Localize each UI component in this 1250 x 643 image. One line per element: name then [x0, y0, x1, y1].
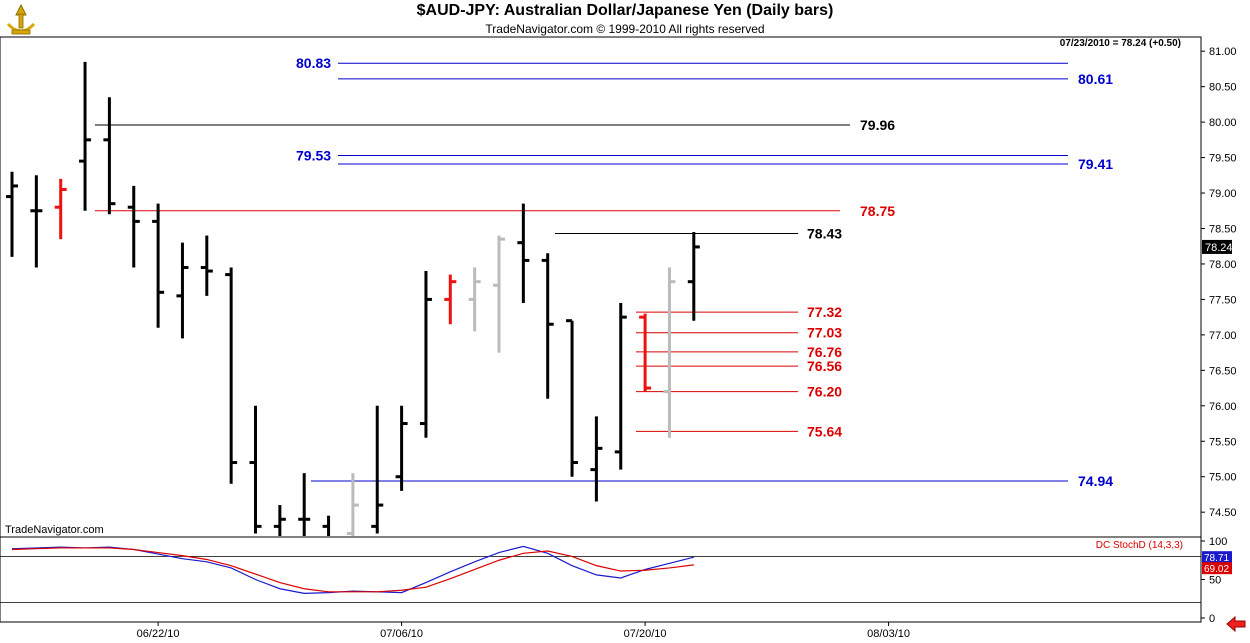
- price-axis-label: 77.50: [1209, 294, 1237, 306]
- price-level-label: 80.61: [1078, 71, 1113, 87]
- current-price-marker: [1202, 239, 1232, 254]
- price-axis-label: 78.50: [1209, 223, 1237, 235]
- price-axis-label: 75.00: [1209, 472, 1237, 484]
- ohlc-bars: [6, 61, 700, 536]
- price-axis-label: 81.00: [1209, 46, 1237, 58]
- price-level-label: 76.76: [807, 344, 842, 360]
- stoch-series-d-line: [11, 547, 694, 593]
- price-axis-label: 74.50: [1209, 507, 1237, 519]
- price-level-label: 74.94: [1078, 473, 1113, 489]
- price-axis-label: 76.00: [1209, 401, 1237, 413]
- price-level-label: 77.32: [807, 304, 842, 320]
- stoch-last-value-marker: [1202, 562, 1232, 575]
- price-panel-frame: [0, 36, 1202, 538]
- stoch-last-value-marker: [1202, 551, 1232, 564]
- chart-title: $AUD-JPY: Australian Dollar/Japanese Yen…: [416, 2, 834, 19]
- date-axis-label: 07/20/10: [624, 628, 667, 640]
- price-axis-label: 76.50: [1209, 365, 1237, 377]
- stoch-indicator-title: DC StochD (14,3,3): [1096, 540, 1183, 551]
- date-axis-label: 07/06/10: [380, 628, 423, 640]
- price-level-label: 79.96: [860, 117, 895, 133]
- stoch-last-value-label: 78.71: [1204, 553, 1229, 564]
- price-level-label: 76.20: [807, 384, 842, 400]
- price-axis-label: 77.00: [1209, 330, 1237, 342]
- price-level-label: 76.56: [807, 358, 842, 374]
- price-axis-label: 80.50: [1209, 82, 1237, 94]
- current-price-label: 78.24: [1205, 242, 1233, 254]
- price-level-label: 78.75: [860, 203, 895, 219]
- price-level-label: 75.64: [807, 423, 842, 439]
- date-axis-label: 08/03/10: [867, 628, 910, 640]
- watermark-text: TradeNavigator.com: [5, 524, 104, 536]
- price-level-label: 79.41: [1078, 156, 1113, 172]
- date-axis-label: 06/22/10: [137, 628, 180, 640]
- price-axis-label: 78.00: [1209, 259, 1237, 271]
- stoch-axis-label: 50: [1209, 575, 1221, 587]
- chart-subtitle: TradeNavigator.com © 1999-2010 All right…: [485, 22, 765, 36]
- price-level-label: 78.43: [807, 225, 842, 241]
- trade-navigator-logo-icon[interactable]: [4, 2, 38, 38]
- stoch-axis-label: 100: [1209, 536, 1227, 548]
- price-y-axis: 81.00 80.50 80.00 79.50 79.00 78.50 78.00 77.50…: [1201, 46, 1237, 519]
- price-axis-label: 75.50: [1209, 436, 1237, 448]
- scroll-left-arrow-icon[interactable]: [1226, 616, 1246, 632]
- price-axis-label: 79.00: [1209, 188, 1237, 200]
- last-value-readout: 07/23/2010 = 78.24 (+0.50): [1060, 38, 1181, 49]
- price-level-label: 79.53: [296, 147, 331, 163]
- price-level-label: 80.83: [296, 55, 331, 71]
- price-axis-label: 79.50: [1209, 153, 1237, 165]
- stoch-panel-frame: [0, 536, 1202, 623]
- price-axis-label: 80.00: [1209, 117, 1237, 129]
- stoch-axis-label: 0: [1209, 613, 1215, 625]
- stoch-last-value-label: 69.02: [1204, 564, 1229, 575]
- support-resistance-levels: 80.83 80.61 79.96 79.53 79.41 78.75 78.43 77.32…: [95, 55, 1113, 489]
- date-x-axis: 06/22/10 07/06/10 07/20/10 08/03/10: [137, 622, 910, 640]
- price-level-label: 77.03: [807, 325, 842, 341]
